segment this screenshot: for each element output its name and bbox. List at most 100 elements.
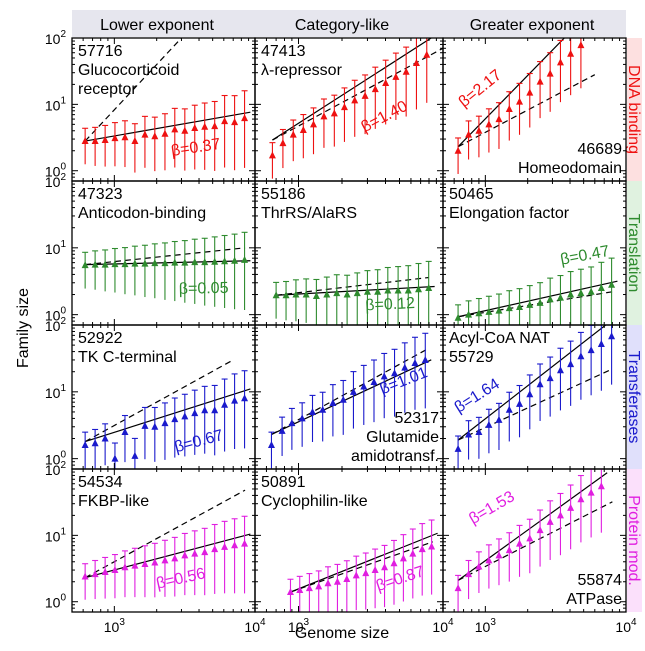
data-point (546, 374, 554, 382)
beta-label: β=2.17 (456, 67, 505, 111)
data-point (141, 560, 149, 568)
x-tick-label: 104 (432, 617, 454, 635)
data-point (343, 574, 351, 582)
data-point (241, 255, 249, 263)
data-point (201, 122, 209, 130)
y-tick-label: 102 (45, 460, 67, 478)
data-point (454, 444, 462, 452)
col-header-category-like: Category-like (295, 17, 389, 34)
x-tick-label: 103 (104, 617, 126, 635)
reference-line (457, 74, 596, 148)
family-name: TK C-terminal (78, 349, 177, 366)
data-point (475, 126, 483, 134)
data-point (423, 50, 431, 58)
plot-area (81, 231, 251, 311)
data-point (526, 534, 534, 542)
data-point (141, 130, 149, 138)
fit-line (457, 472, 608, 581)
data-point (390, 559, 398, 567)
reference-line (84, 38, 182, 142)
family-id: 55186 (261, 186, 306, 203)
fit-line (84, 533, 251, 579)
data-point (465, 130, 473, 138)
reference-line (457, 291, 613, 318)
beta-label: β=0.87 (374, 563, 427, 595)
data-point (351, 96, 359, 104)
data-point (268, 151, 276, 159)
beta-label: β=1.40 (359, 98, 411, 136)
data-point (577, 289, 585, 297)
data-point (608, 280, 616, 288)
family-name: ThrRS/AlaRS (261, 205, 357, 222)
data-point (302, 290, 310, 298)
data-point (392, 72, 400, 80)
data-point (475, 309, 483, 317)
data-point (495, 115, 503, 123)
data-point (495, 306, 503, 314)
plot-area (81, 359, 251, 469)
y-tick-label: 100 (45, 450, 67, 468)
data-point (475, 428, 483, 436)
fit-line (85, 111, 251, 142)
data-point (241, 394, 249, 402)
data-point (221, 117, 229, 125)
y-tick-label: 100 (45, 593, 67, 611)
data-point (371, 566, 379, 574)
data-point (81, 137, 89, 145)
family-name: Cyclophilin-like (261, 493, 368, 510)
row-header-label: Translation (625, 214, 642, 293)
family-name: Acyl-CoA NAT (449, 330, 550, 347)
data-point (211, 257, 219, 265)
data-point (536, 380, 544, 388)
data-point (401, 363, 409, 371)
data-point (288, 419, 296, 427)
data-point (221, 400, 229, 408)
beta-label: β=0.37 (170, 136, 222, 160)
data-point (231, 396, 239, 404)
data-point (181, 258, 189, 266)
plot-area (81, 38, 251, 173)
data-point (111, 566, 119, 574)
y-tick-label: 102 (45, 29, 67, 47)
plot-area (272, 260, 435, 325)
data-point (361, 91, 369, 99)
data-point (409, 549, 417, 557)
data-point (536, 298, 544, 306)
data-point (587, 287, 595, 295)
data-point (267, 441, 275, 449)
data-point (556, 511, 564, 519)
y-tick-label: 101 (45, 239, 67, 257)
data-point (516, 539, 524, 547)
data-point (151, 259, 159, 267)
data-point (454, 146, 462, 154)
data-point (320, 112, 328, 120)
data-point (141, 421, 149, 429)
data-point (272, 291, 280, 299)
panel-frame (442, 468, 627, 613)
data-point (577, 352, 585, 360)
data-point (465, 570, 473, 578)
data-point (171, 258, 179, 266)
fit-line (84, 388, 251, 443)
data-point (298, 414, 306, 422)
data-point (319, 405, 327, 413)
data-point (597, 339, 605, 347)
data-point (81, 441, 89, 449)
data-point (495, 551, 503, 559)
data-point (191, 124, 199, 132)
data-point (81, 572, 89, 580)
fit-line (457, 38, 566, 148)
data-point (101, 568, 109, 576)
data-point (343, 290, 351, 298)
data-point (231, 118, 239, 126)
data-point (381, 563, 389, 571)
fit-line (290, 532, 438, 593)
data-point (191, 258, 199, 266)
data-point (323, 290, 331, 298)
data-point (556, 293, 564, 301)
data-point (161, 556, 169, 564)
data-point (425, 284, 433, 292)
data-point (402, 67, 410, 75)
chart-panel: 100 101 102 47323 Anticodon-binding β=0.05 (45, 172, 256, 326)
